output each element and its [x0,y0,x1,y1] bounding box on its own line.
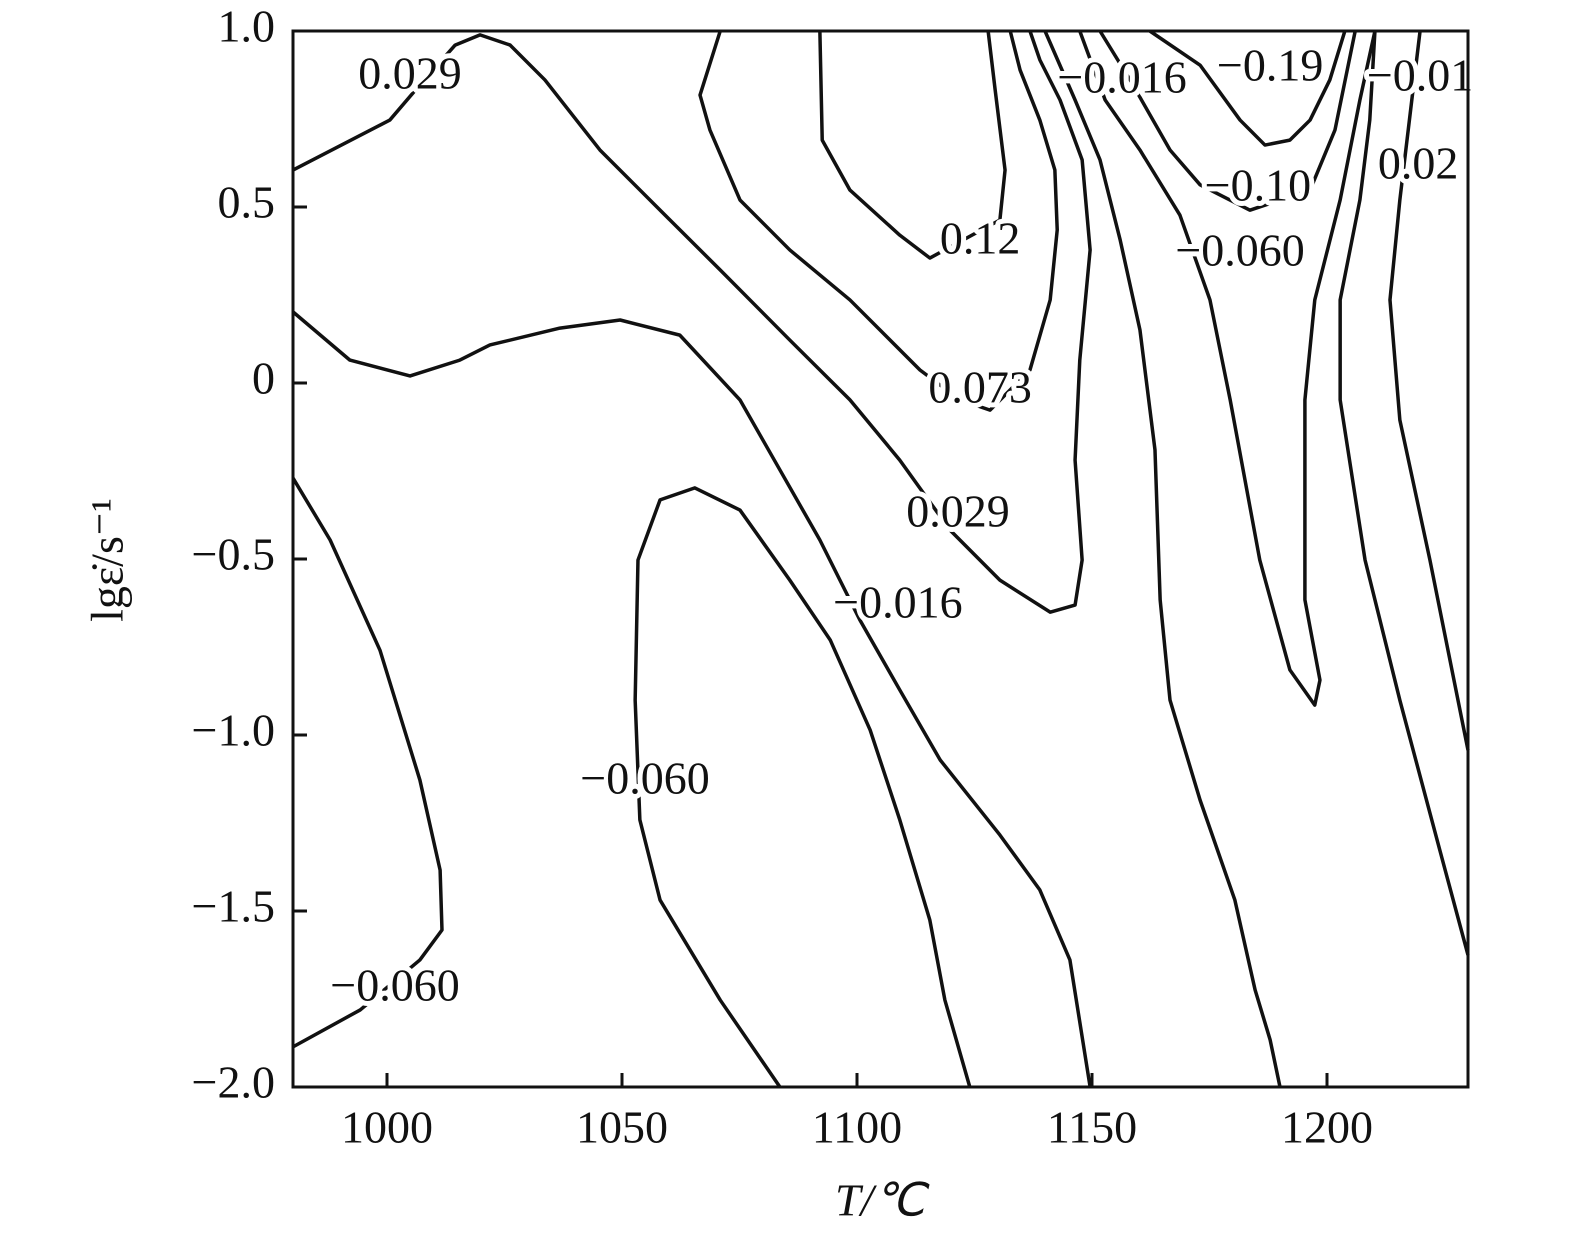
contour-label: −0.060 [1175,224,1304,275]
x-axis-label: T/℃ [835,1175,930,1226]
contour-label: −0.10 [1205,160,1311,211]
contour-label: −0.016 [833,576,962,627]
y-tick-label: −2.0 [192,1057,275,1108]
contour-line [1388,30,1470,751]
y-tick-label: 0 [252,353,275,404]
x-tick-label: 1050 [576,1102,668,1153]
contour-line [1078,30,1377,707]
contour-label: 0.029 [358,48,462,99]
contour-line [633,486,972,1088]
contour-label: −0.060 [330,959,459,1010]
contour-line [1043,30,1282,1088]
y-tick-label: −1.5 [192,881,275,932]
y-tick-label: −1.0 [192,705,275,756]
y-tick-label: 1.0 [218,1,276,52]
contour-line [818,30,1007,260]
contour-label: −0.19 [1217,40,1323,91]
contour-label: −0.060 [580,752,709,803]
x-tick-label: 1000 [341,1102,433,1153]
contour-line [1148,29,1347,147]
x-tick-label: 1200 [1281,1102,1373,1153]
contour-line [1338,30,1470,956]
contour-label: −0.01 [1367,49,1473,100]
contour-label: 0.073 [928,362,1032,413]
contour-line [1098,30,1357,212]
contour-line [291,310,1092,1088]
contour-label: 0.02 [1378,137,1459,188]
contour-label: 0.12 [940,212,1021,263]
contour-line [291,477,444,1049]
x-tick-label: 1100 [812,1102,902,1153]
contour-label: 0.029 [906,486,1010,537]
y-axis-label: lgε̇/s⁻¹ [82,498,133,622]
x-tick-label: 1150 [1047,1102,1137,1153]
contour-line [292,30,1092,614]
contour-line [698,30,1059,412]
contour-label: −0.016 [1057,52,1186,103]
y-tick-label: 0.5 [218,177,276,228]
y-tick-label: −0.5 [192,529,275,580]
